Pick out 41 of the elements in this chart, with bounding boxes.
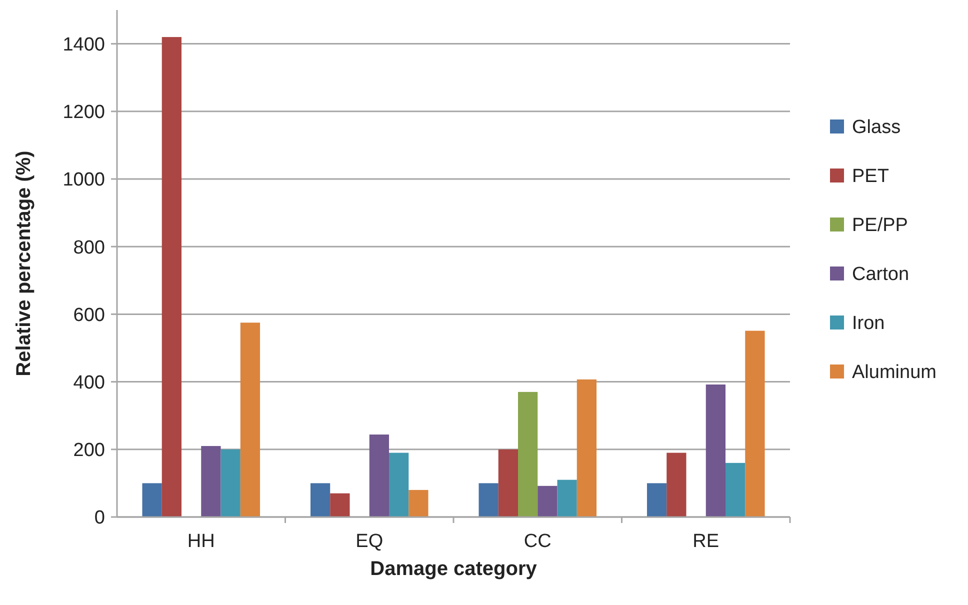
legend-label: Iron [852,313,885,334]
bar [498,449,518,517]
bar [201,446,221,517]
legend-label: Aluminum [852,362,936,384]
bar [408,490,428,517]
legend-label: Carton [852,264,910,286]
bar [310,483,330,517]
bar [142,483,162,517]
bar [538,486,558,517]
y-tick-label: 800 [73,237,105,258]
y-tick-label: 1000 [62,170,105,191]
bar [557,480,577,517]
bar [646,483,667,517]
legend-label: PET [852,166,890,188]
bar [240,322,260,517]
y-tick-label: 400 [73,372,105,394]
y-axis-title: Relative percentage (%) [13,150,35,376]
bar [389,452,409,517]
bar [745,330,765,517]
bar [220,449,240,517]
x-axis-title: Damage category [370,558,538,580]
bar [518,392,538,517]
bar [330,493,350,517]
bar [162,37,182,517]
x-tick-label: EQ [356,531,384,552]
bar [576,379,597,517]
bar [369,434,390,517]
y-tick-label: 600 [73,304,105,326]
bar [666,452,686,517]
x-tick-label: RE [692,531,720,552]
x-tick-label: HH [187,531,215,552]
y-tick-label: 1200 [62,102,105,124]
bar [478,483,498,517]
y-tick-label: 1400 [62,34,105,56]
bar [726,462,746,517]
y-tick-label: 200 [73,440,105,462]
y-tick-label: 0 [94,508,105,529]
legend-label: Glass [852,117,901,138]
x-tick-label: CC [524,531,552,552]
legend-label: PE/PP [852,215,908,236]
bar [706,384,726,517]
